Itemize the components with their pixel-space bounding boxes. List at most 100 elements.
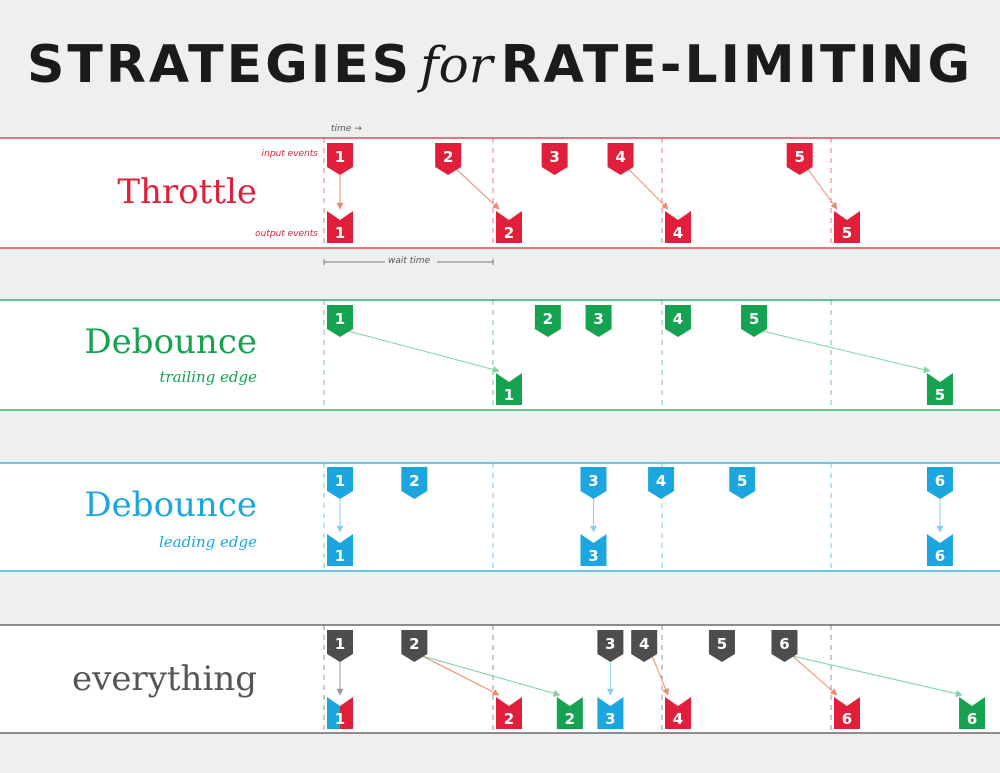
output-marker-shape bbox=[496, 211, 522, 243]
input-event-marker: 5 bbox=[729, 467, 756, 499]
input-event-number: 4 bbox=[615, 148, 625, 166]
input-event-marker: 2 bbox=[435, 143, 462, 175]
event-arrow bbox=[807, 168, 838, 210]
input-marker-shape bbox=[786, 143, 813, 175]
input-event-marker: 1 bbox=[327, 305, 353, 337]
input-event-number: 2 bbox=[409, 635, 419, 653]
input-event-number: 3 bbox=[605, 635, 615, 653]
output-event-number: 6 bbox=[842, 710, 852, 728]
input-event-number: 1 bbox=[335, 148, 345, 166]
output-event-marker: 6 bbox=[926, 534, 953, 566]
input-event-number: 1 bbox=[335, 310, 345, 328]
event-arrow bbox=[792, 655, 963, 697]
output-event-marker: 1 bbox=[327, 211, 353, 243]
output-event-marker: 3 bbox=[580, 534, 607, 566]
input-event-number: 5 bbox=[717, 635, 727, 653]
input-event-number: 3 bbox=[593, 310, 603, 328]
input-event-number: 3 bbox=[588, 472, 598, 490]
event-arrow bbox=[455, 168, 500, 210]
input-event-marker: 1 bbox=[327, 630, 353, 662]
input-event-number: 2 bbox=[409, 472, 419, 490]
input-marker-shape bbox=[708, 630, 735, 662]
section-label-debounce-trailing: Debounce bbox=[84, 322, 257, 362]
event-arrow bbox=[422, 655, 561, 697]
input-event-marker: 5 bbox=[741, 305, 768, 337]
input-event-number: 5 bbox=[794, 148, 804, 166]
output-event-marker: 1 bbox=[496, 373, 522, 405]
output-event-marker: 2 bbox=[496, 211, 522, 243]
input-marker-shape bbox=[631, 630, 658, 662]
input-event-number: 6 bbox=[935, 472, 945, 490]
output-event-marker: 6 bbox=[959, 697, 986, 729]
input-marker-shape bbox=[401, 630, 428, 662]
input-event-marker: 1 bbox=[327, 467, 353, 499]
output-event-marker: 2 bbox=[496, 697, 522, 729]
wait-time-note: wait time bbox=[388, 256, 431, 266]
input-event-marker: 2 bbox=[534, 305, 561, 337]
output-marker-shape bbox=[665, 697, 691, 729]
output-marker-shape bbox=[496, 373, 522, 405]
output-event-number: 1 bbox=[335, 224, 345, 242]
output-marker-shape bbox=[556, 697, 583, 729]
input-event-marker: 6 bbox=[926, 467, 953, 499]
input-event-marker: 4 bbox=[607, 143, 634, 175]
output-event-number: 3 bbox=[588, 547, 598, 565]
output-marker-shape bbox=[327, 534, 353, 566]
output-event-marker: 5 bbox=[834, 211, 860, 243]
output-marker-shape bbox=[834, 697, 860, 729]
input-event-number: 4 bbox=[656, 472, 666, 490]
output-event-number: 4 bbox=[673, 710, 683, 728]
input-event-marker: 6 bbox=[771, 630, 798, 662]
output-event-number: 1 bbox=[504, 386, 514, 404]
title-for: for bbox=[420, 36, 493, 94]
output-event-number: 3 bbox=[605, 710, 615, 728]
input-event-number: 3 bbox=[549, 148, 559, 166]
input-event-marker: 4 bbox=[665, 305, 691, 337]
output-event-number: 1 bbox=[335, 547, 345, 565]
section-sublabel-leading: leading edge bbox=[158, 533, 257, 551]
input-event-marker: 4 bbox=[648, 467, 675, 499]
output-event-number: 4 bbox=[673, 224, 683, 242]
output-event-number: 5 bbox=[842, 224, 852, 242]
output-event-number: 6 bbox=[935, 547, 945, 565]
input-event-number: 2 bbox=[443, 148, 453, 166]
section-label-debounce-leading: Debounce bbox=[84, 485, 257, 525]
event-arrow bbox=[761, 330, 931, 373]
input-event-number: 4 bbox=[639, 635, 649, 653]
input-marker-shape bbox=[607, 143, 634, 175]
input-event-marker: 3 bbox=[541, 143, 568, 175]
input-event-marker: 1 bbox=[327, 143, 353, 175]
output-marker-shape bbox=[926, 373, 953, 405]
output-event-marker: 5 bbox=[926, 373, 953, 405]
input-event-marker: 4 bbox=[631, 630, 658, 662]
event-arrow bbox=[347, 330, 500, 373]
output-event-number: 2 bbox=[504, 710, 514, 728]
output-event-marker: 6 bbox=[834, 697, 860, 729]
input-marker-shape bbox=[585, 305, 612, 337]
input-event-marker: 5 bbox=[786, 143, 813, 175]
section-label-throttle: Throttle bbox=[117, 172, 257, 212]
input-event-number: 1 bbox=[335, 635, 345, 653]
section-sublabel-trailing: trailing edge bbox=[159, 368, 257, 386]
time-note: time → bbox=[331, 124, 362, 134]
input-marker-shape bbox=[435, 143, 462, 175]
input-marker-shape bbox=[648, 467, 675, 499]
input-marker-shape bbox=[741, 305, 768, 337]
input-event-marker: 5 bbox=[708, 630, 735, 662]
input-events-note: input events bbox=[261, 149, 318, 159]
output-marker-shape bbox=[959, 697, 986, 729]
input-marker-shape bbox=[327, 630, 353, 662]
output-event-marker: 1 bbox=[327, 697, 353, 729]
output-marker-shape bbox=[340, 697, 353, 729]
input-event-number: 5 bbox=[749, 310, 759, 328]
output-marker-shape bbox=[327, 697, 340, 729]
input-marker-shape bbox=[541, 143, 568, 175]
input-marker-shape bbox=[327, 305, 353, 337]
input-event-marker: 2 bbox=[401, 630, 428, 662]
output-marker-shape bbox=[327, 211, 353, 243]
output-marker-shape bbox=[496, 697, 522, 729]
input-event-number: 4 bbox=[673, 310, 683, 328]
output-events-note: output events bbox=[255, 229, 318, 239]
input-event-marker: 3 bbox=[580, 467, 607, 499]
